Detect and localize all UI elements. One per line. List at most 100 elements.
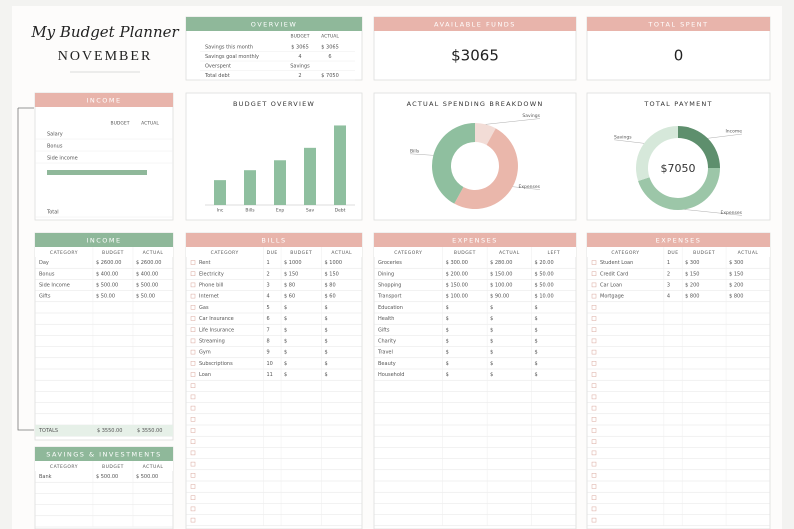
checkbox: [591, 394, 597, 400]
column-header: DUE: [267, 250, 278, 256]
checkbox: [591, 428, 597, 433]
column-header: CATEGORY: [50, 250, 78, 256]
table-cell: Gifts: [378, 327, 390, 333]
panel-title: BILLS: [261, 237, 286, 245]
panel-title: AVAILABLE FUNDS: [434, 21, 516, 29]
table-cell: $ 150.00: [490, 271, 512, 277]
table-cell: Travel: [377, 350, 393, 356]
panel-title: EXPENSES: [656, 237, 702, 245]
column-header: LEFT: [547, 250, 560, 256]
table-cell: Rent: [199, 260, 210, 266]
leader-line: [512, 186, 541, 190]
column-header: ACTUAL: [141, 121, 159, 127]
checkbox: [190, 349, 196, 355]
month: NOVEMBER: [58, 49, 153, 64]
table-cell: $: [325, 327, 328, 333]
checkbox: [591, 417, 597, 422]
checkbox: [591, 506, 597, 512]
table-cell: $ 300: [729, 260, 743, 266]
checkbox: [190, 450, 196, 456]
table-cell: $: [490, 372, 493, 378]
table-cell: 7: [266, 327, 269, 333]
panel-title: BUDGET OVERVIEW: [233, 100, 315, 108]
x-tick-label: Exp: [276, 208, 285, 214]
table-cell: Credit Card: [600, 271, 628, 277]
overview-cell: 4: [298, 54, 301, 60]
checkbox: [190, 282, 196, 288]
checkbox: [591, 405, 597, 411]
panel-title: OVERVIEW: [251, 21, 298, 29]
checkbox: [591, 495, 597, 500]
column-header: ACTUAL: [738, 250, 759, 256]
checkbox: [591, 349, 597, 355]
table-cell: $ 500.00: [136, 283, 158, 289]
panel-title: ACTUAL SPENDING BREAKDOWN: [407, 100, 544, 108]
table-cell: Health: [378, 316, 394, 322]
column-header-row: [186, 247, 362, 257]
table-cell: $: [325, 316, 328, 322]
checkbox: [190, 394, 196, 400]
column-header: BUDGET: [111, 121, 130, 127]
checkbox: [190, 461, 196, 467]
table-cell: $ 50.00: [535, 271, 554, 277]
table-cell: $: [490, 350, 493, 356]
panel-header: [35, 93, 173, 107]
x-tick-label: Debt: [335, 208, 346, 214]
table-cell: 10: [266, 361, 272, 367]
table-cell: $: [490, 305, 493, 311]
table-cell: Charity: [378, 339, 396, 345]
table-cell: $: [490, 361, 493, 367]
checkbox: [591, 372, 597, 377]
income-row: Salary: [47, 132, 63, 138]
column-header: ACTUAL: [143, 464, 164, 470]
donut-segment: [432, 123, 475, 204]
column-header-row: [587, 247, 770, 257]
donut-segment: [678, 126, 720, 168]
checkbox: [591, 260, 597, 265]
checkbox: [190, 372, 196, 377]
checkbox: [190, 327, 196, 332]
segment-label: Savings: [522, 113, 540, 119]
checkbox: [190, 484, 196, 489]
table-cell: $: [284, 361, 287, 367]
x-tick-label: Sav: [306, 208, 315, 214]
panel-header: [374, 17, 576, 31]
checkbox: [190, 506, 196, 512]
table-cell: $ 10.00: [535, 294, 554, 300]
table-cell: $ 1000: [325, 260, 343, 266]
table-cell: Dining: [378, 271, 394, 277]
table-cell: Day: [39, 260, 49, 266]
overview-cell: $ 7050: [321, 73, 339, 79]
table-cell: $: [284, 327, 287, 333]
table-cell: $: [325, 372, 328, 378]
donut-segment: [638, 168, 720, 210]
table-cell: 1: [667, 260, 670, 266]
table-cell: $ 150: [685, 271, 699, 277]
table-cell: Internet: [199, 294, 219, 300]
checkbox: [591, 293, 597, 299]
table-cell: $ 80: [284, 283, 295, 289]
panel-title: TOTAL SPENT: [647, 21, 708, 29]
x-tick-label: Bills: [245, 208, 255, 214]
checkbox: [591, 327, 597, 332]
overview-cell: 6: [328, 54, 331, 60]
checkbox: [591, 439, 597, 444]
checkbox: [591, 271, 597, 276]
checkbox: [591, 517, 597, 523]
table-cell: Beauty: [378, 361, 396, 367]
table-cell: $: [446, 305, 449, 311]
panel-header: [186, 233, 362, 247]
table-cell: Bank: [39, 474, 52, 480]
checkbox: [591, 305, 597, 310]
table-cell: Gas: [199, 305, 209, 311]
table-cell: $: [284, 316, 287, 322]
totals-row: [35, 425, 173, 437]
table-cell: 2: [667, 271, 670, 277]
checkbox: [190, 383, 196, 388]
table-cell: 2: [266, 271, 269, 277]
table-cell: $: [446, 361, 449, 367]
column-header: ACTUAL: [331, 250, 352, 256]
table-cell: Streaming: [199, 339, 225, 345]
table-cell: Education: [378, 305, 403, 311]
donut-segment: [454, 128, 518, 209]
